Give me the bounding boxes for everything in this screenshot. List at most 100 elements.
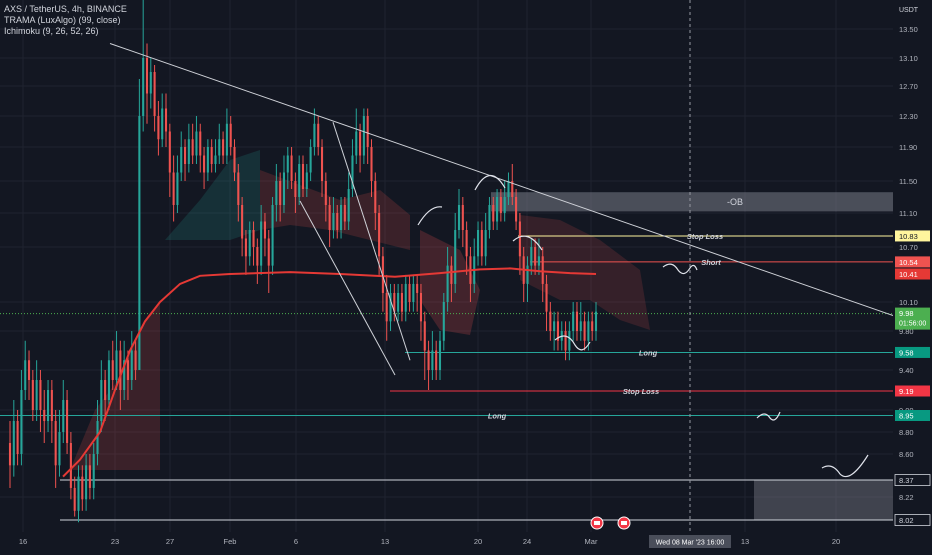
candle[interactable] xyxy=(138,79,141,370)
candle[interactable] xyxy=(435,340,438,380)
candle[interactable] xyxy=(248,221,251,266)
candle[interactable] xyxy=(214,139,217,173)
candle[interactable] xyxy=(54,410,57,488)
candle[interactable] xyxy=(31,370,34,421)
candle[interactable] xyxy=(423,311,426,380)
candle[interactable] xyxy=(298,155,301,206)
candle[interactable] xyxy=(92,443,95,500)
price-projection-curve[interactable] xyxy=(821,454,869,478)
candle[interactable] xyxy=(556,311,559,351)
candle[interactable] xyxy=(123,340,126,400)
candle[interactable] xyxy=(351,139,354,197)
candle[interactable] xyxy=(442,292,445,351)
price-projection-curve[interactable] xyxy=(756,411,781,421)
candle[interactable] xyxy=(507,172,510,206)
candle[interactable] xyxy=(233,139,236,181)
candle[interactable] xyxy=(176,155,179,214)
candle[interactable] xyxy=(530,238,533,275)
candle[interactable] xyxy=(115,331,118,390)
candle[interactable] xyxy=(47,380,50,432)
candle[interactable] xyxy=(260,205,263,275)
candle[interactable] xyxy=(389,283,392,331)
candle[interactable] xyxy=(317,116,320,156)
candle[interactable] xyxy=(134,340,137,380)
candle[interactable] xyxy=(241,197,244,257)
price-projection-curve[interactable] xyxy=(417,206,443,226)
candle[interactable] xyxy=(81,465,84,511)
candle[interactable] xyxy=(343,197,346,230)
candle[interactable] xyxy=(111,340,114,390)
candle[interactable] xyxy=(161,93,164,148)
candle[interactable] xyxy=(340,197,343,239)
candle[interactable] xyxy=(431,331,434,380)
candle[interactable] xyxy=(438,331,442,380)
candle[interactable] xyxy=(572,302,575,341)
candle[interactable] xyxy=(313,108,316,156)
candle[interactable] xyxy=(294,172,297,214)
drawings[interactable] xyxy=(109,43,894,478)
candle[interactable] xyxy=(568,321,571,361)
candle[interactable] xyxy=(85,454,88,511)
candle[interactable] xyxy=(210,139,213,173)
candle[interactable] xyxy=(404,274,407,322)
candle[interactable] xyxy=(206,139,209,181)
candle[interactable] xyxy=(290,147,293,189)
candle[interactable] xyxy=(480,221,483,266)
trama-indicator-label[interactable]: TRAMA (LuxAlgo) (99, close) xyxy=(4,15,121,25)
candle[interactable] xyxy=(218,123,221,164)
candle[interactable] xyxy=(347,172,350,231)
candle[interactable] xyxy=(96,400,99,466)
candle[interactable] xyxy=(484,213,487,266)
candle[interactable] xyxy=(553,311,556,351)
candle[interactable] xyxy=(427,340,430,390)
candle[interactable] xyxy=(107,350,110,411)
candle[interactable] xyxy=(229,116,232,156)
descending-trendline[interactable] xyxy=(109,43,894,317)
price-projection-curve[interactable] xyxy=(662,263,698,275)
candle[interactable] xyxy=(454,213,457,293)
candle[interactable] xyxy=(488,197,491,239)
candle[interactable] xyxy=(370,139,373,197)
candle[interactable] xyxy=(50,380,53,443)
candle[interactable] xyxy=(244,230,247,275)
candle[interactable] xyxy=(564,321,567,361)
demand-zone-box[interactable] xyxy=(754,480,893,520)
candle[interactable] xyxy=(58,410,61,477)
candle[interactable] xyxy=(16,410,19,466)
candle[interactable] xyxy=(187,123,190,173)
candle[interactable] xyxy=(252,221,255,266)
price-projection-curve[interactable] xyxy=(512,235,543,251)
candle[interactable] xyxy=(199,123,202,173)
candle[interactable] xyxy=(400,283,403,322)
event-marker[interactable] xyxy=(617,516,631,530)
candle[interactable] xyxy=(195,116,198,164)
candle[interactable] xyxy=(385,274,388,341)
candle[interactable] xyxy=(77,465,80,523)
candle[interactable] xyxy=(450,256,453,302)
candle[interactable] xyxy=(69,432,72,500)
price-projection-curve[interactable] xyxy=(474,174,506,191)
candle[interactable] xyxy=(153,65,156,132)
candle[interactable] xyxy=(324,172,327,222)
candle[interactable] xyxy=(374,172,377,231)
candle[interactable] xyxy=(545,274,548,331)
candle[interactable] xyxy=(457,189,461,239)
candle[interactable] xyxy=(267,230,270,293)
candle[interactable] xyxy=(579,302,582,341)
candle[interactable] xyxy=(332,197,335,239)
candle[interactable] xyxy=(256,238,259,284)
candle[interactable] xyxy=(355,108,358,165)
candle[interactable] xyxy=(465,221,468,275)
candle[interactable] xyxy=(416,274,419,312)
candle[interactable] xyxy=(305,164,308,197)
candle[interactable] xyxy=(541,247,544,302)
candle[interactable] xyxy=(149,58,152,109)
candle[interactable] xyxy=(164,93,168,148)
candle[interactable] xyxy=(180,131,183,182)
candle[interactable] xyxy=(222,131,225,165)
candle[interactable] xyxy=(419,283,423,341)
candle[interactable] xyxy=(35,360,38,421)
wedge-lower-line[interactable] xyxy=(299,200,396,376)
candle[interactable] xyxy=(309,139,312,181)
